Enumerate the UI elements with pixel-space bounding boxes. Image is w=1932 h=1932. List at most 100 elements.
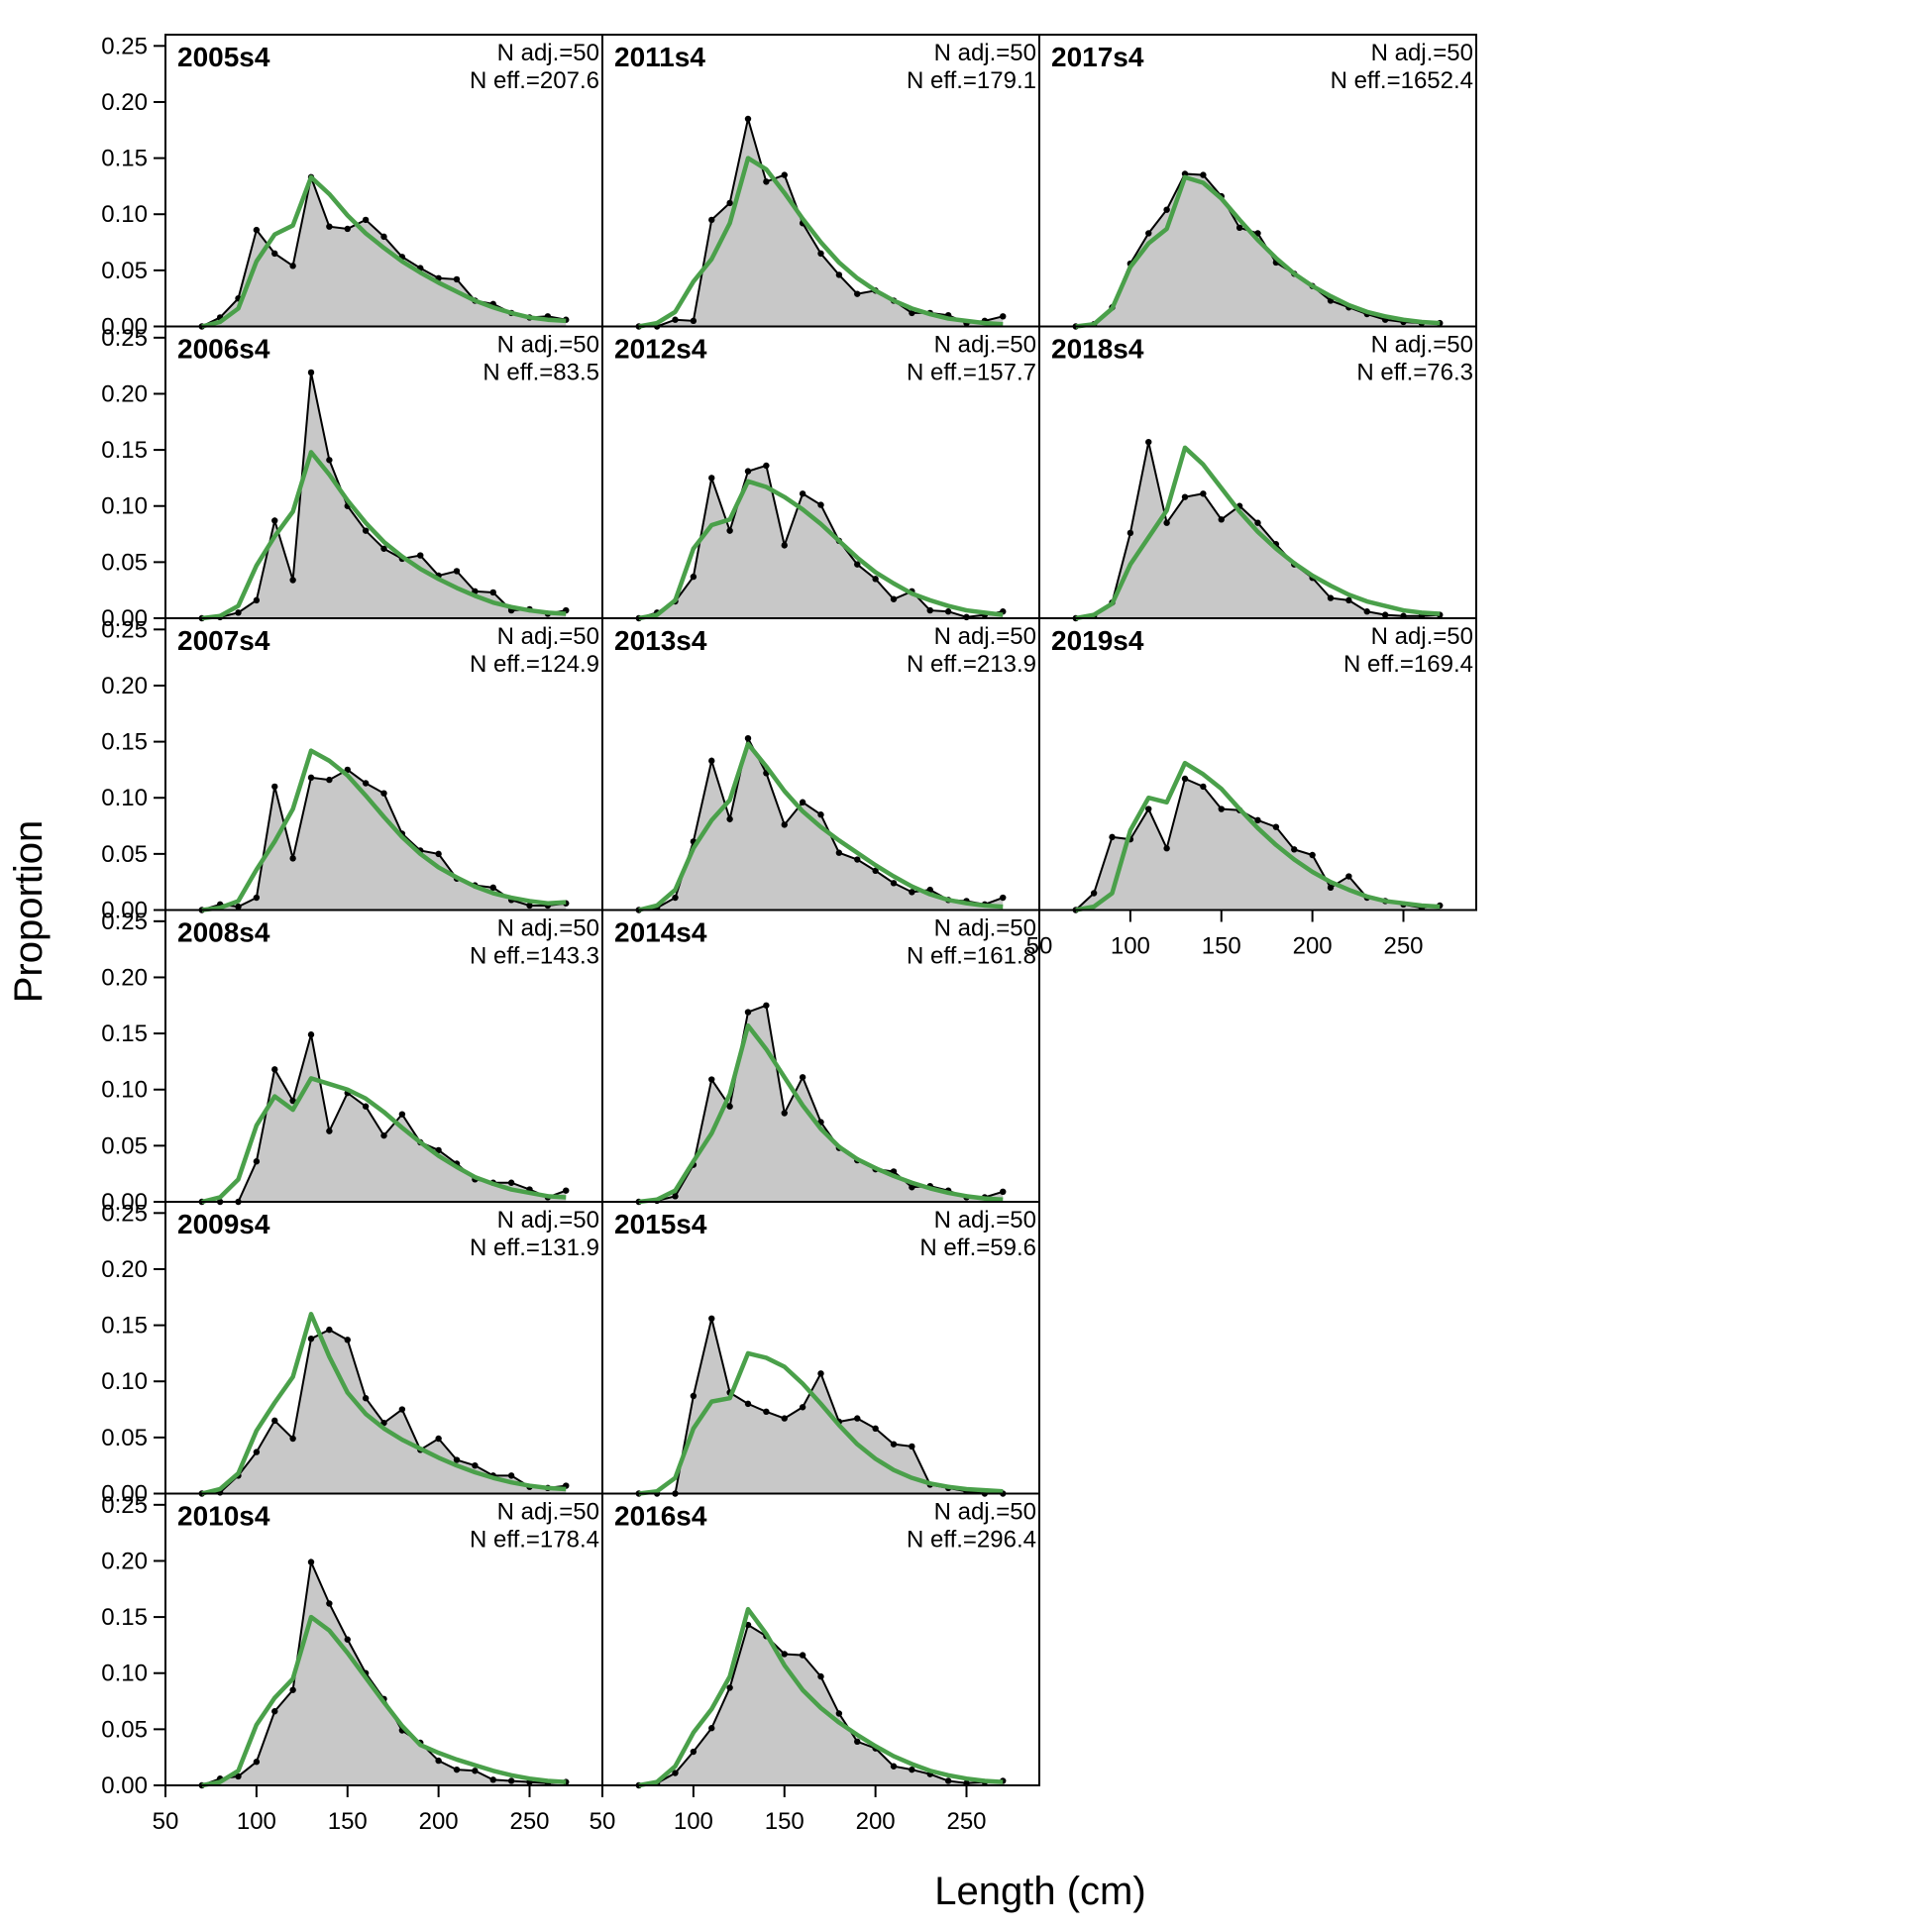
panel-title: 2009s4 [177, 1209, 270, 1239]
y-tick-label: 0.20 [101, 673, 148, 699]
y-tick-label: 0.00 [101, 605, 148, 632]
observed-point [799, 1652, 806, 1659]
expected-line [201, 1076, 567, 1205]
observed-point [362, 1103, 370, 1110]
n-eff-label: N eff.=178.4 [470, 1527, 599, 1554]
observed-point [781, 542, 788, 549]
expected-line [1075, 445, 1441, 621]
y-tick-label: 0.20 [101, 1548, 148, 1574]
observed-point [235, 903, 242, 911]
panel-2014s4: 2014s4 N adj.=50N eff.=161.8 [601, 909, 1040, 1206]
expected-line [638, 479, 1004, 621]
panel-frame [601, 1492, 1040, 1786]
panel-title: 2013s4 [614, 625, 707, 656]
observed-point [1218, 805, 1225, 812]
observed-point [307, 1558, 315, 1565]
observed-point [326, 776, 333, 784]
observed-point [253, 894, 261, 902]
observed-point [1145, 805, 1152, 812]
observed-point [672, 1770, 679, 1776]
observed-point [380, 1131, 387, 1139]
panel-2005s4: 2005s4 N adj.=50N eff.=207.6 0.00 0.05 0.10 0… [101, 33, 603, 341]
observed-point [781, 1651, 788, 1658]
y-tick-label: 0.20 [101, 964, 148, 991]
y-tick-label: 0.15 [101, 146, 148, 172]
observed-point [380, 790, 387, 797]
n-adj-label: N adj.=50 [497, 332, 599, 359]
observed-point [781, 171, 788, 178]
panel-title: 2011s4 [614, 42, 705, 72]
y-tick-label: 0.25 [101, 909, 148, 935]
n-eff-label: N eff.=76.3 [1356, 360, 1473, 386]
observed-point [1000, 894, 1007, 902]
observed-point [1000, 1188, 1007, 1196]
observed-point [817, 1672, 824, 1680]
n-eff-label: N eff.=143.3 [470, 943, 599, 970]
observed-point [763, 1002, 770, 1009]
observed-point [326, 457, 333, 464]
expected-line [638, 741, 1004, 912]
n-adj-label: N adj.=50 [497, 623, 599, 650]
expected-line [201, 174, 567, 329]
panel-2006s4: 2006s4 N adj.=50N eff.=83.5 0.00 0.05 0.10 0.… [101, 325, 603, 632]
observed-point [1235, 224, 1243, 232]
x-tick-label: 50 [153, 1808, 179, 1835]
observed-point [708, 475, 715, 482]
panel-title: 2007s4 [177, 625, 270, 656]
x-axis-title: Length (cm) [934, 1870, 1145, 1913]
observed-point [1309, 851, 1316, 859]
y-tick-label: 0.00 [101, 1772, 148, 1799]
observed-point [1163, 519, 1170, 526]
observed-point [1163, 845, 1170, 852]
observed-point [507, 1179, 515, 1186]
observed-area [201, 372, 567, 618]
observed-area [638, 1005, 1004, 1202]
y-tick-label: 0.10 [101, 1077, 148, 1104]
n-eff-label: N eff.=131.9 [470, 1234, 599, 1261]
y-tick-label: 0.25 [101, 325, 148, 352]
observed-point [835, 849, 843, 856]
observed-point [1345, 596, 1352, 604]
n-adj-label: N adj.=50 [1371, 623, 1473, 650]
observed-point [963, 613, 970, 621]
panel-2008s4: 2008s4 N adj.=50N eff.=143.3 0.00 0.05 0.10 0… [101, 909, 603, 1216]
n-eff-label: N eff.=59.6 [919, 1234, 1036, 1261]
observed-point [817, 501, 824, 508]
observed-point [1345, 873, 1352, 880]
observed-point [271, 250, 278, 258]
panel-2016s4: 2016s4 N adj.=50N eff.=296.4 50 100 150 200 25… [590, 1492, 1040, 1835]
observed-point [380, 233, 387, 241]
observed-point [926, 606, 933, 614]
observed-point [253, 1449, 261, 1455]
observed-point [909, 309, 915, 317]
n-adj-label: N adj.=50 [497, 40, 599, 66]
observed-point [1291, 846, 1298, 853]
observed-point [271, 1708, 278, 1715]
observed-point [1145, 438, 1152, 446]
observed-area [201, 1034, 567, 1202]
y-tick-label: 0.10 [101, 785, 148, 811]
observed-point [1381, 611, 1389, 618]
expected-line [1075, 174, 1441, 329]
observed-point [708, 1315, 715, 1323]
observed-point [909, 1766, 915, 1773]
observed-point [489, 589, 496, 596]
observed-point [326, 223, 333, 230]
observed-point [362, 527, 370, 534]
observed-point [835, 271, 843, 278]
x-tick-label: 150 [328, 1808, 368, 1835]
n-adj-label: N adj.=50 [934, 1207, 1036, 1234]
n-adj-label: N adj.=50 [934, 623, 1036, 650]
observed-point [253, 226, 261, 234]
y-tick-label: 0.15 [101, 729, 148, 756]
y-axis-title: Proportion [7, 820, 51, 1004]
observed-point [1327, 594, 1335, 601]
observed-point [744, 468, 752, 475]
observed-point [817, 811, 824, 818]
panel-2010s4: 2010s4 N adj.=50N eff.=178.4 0.00 0.05 0.10 0… [101, 1492, 603, 1835]
observed-point [417, 552, 424, 559]
observed-point [799, 1404, 806, 1411]
x-tick-label: 100 [237, 1808, 276, 1835]
observed-point [398, 1111, 406, 1118]
